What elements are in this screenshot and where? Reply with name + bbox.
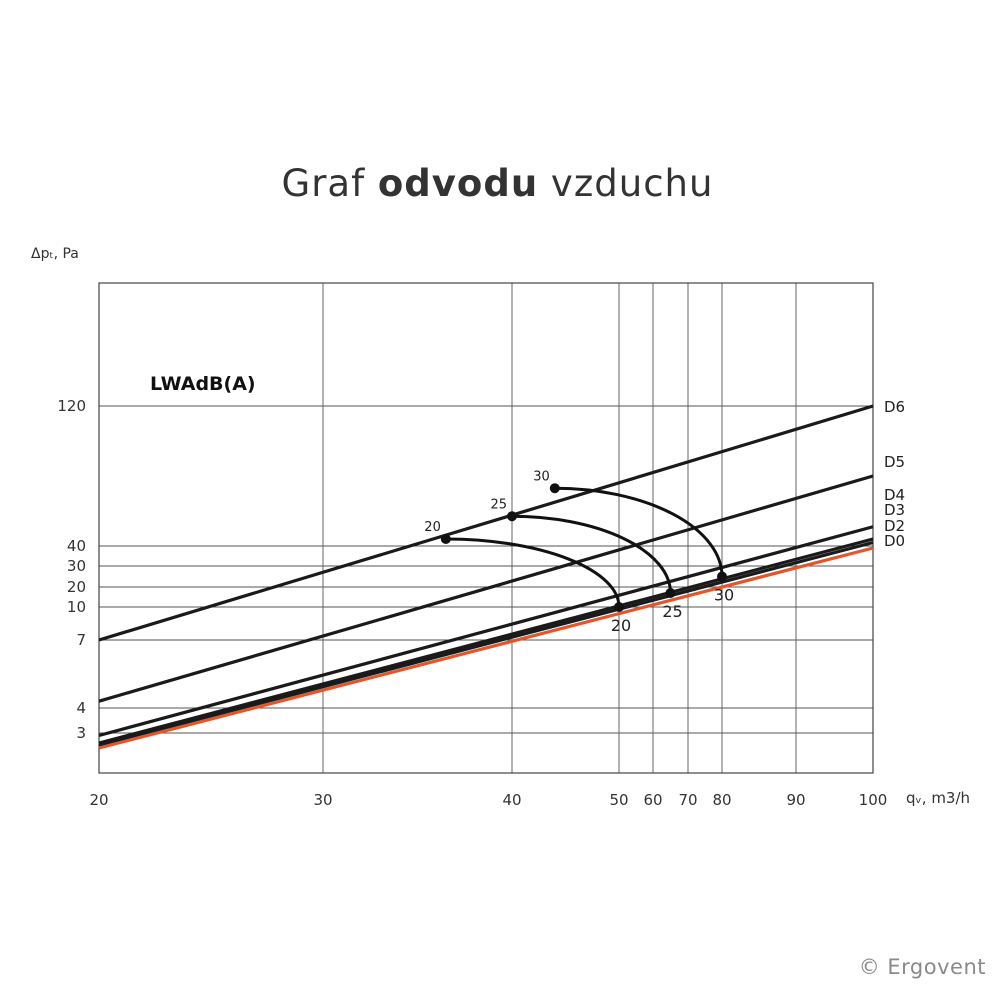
x-tick-label: 60: [643, 791, 662, 809]
copyright-text: © Ergovent: [858, 955, 986, 979]
series-label-d5: D5: [884, 453, 905, 471]
y-tick-label: 10: [67, 598, 86, 616]
series-line-d0: [98, 546, 874, 750]
series-label-d0: D0: [884, 532, 905, 550]
chart-title: Graf odvodu vzduchu: [281, 162, 714, 205]
series-line-d5: [98, 474, 874, 703]
series-line-d6: [98, 404, 874, 642]
series-label-d2: D2: [884, 517, 905, 535]
y-tick-label: 120: [57, 397, 86, 415]
y-tick-label: 7: [76, 631, 86, 649]
series-label-d3: D3: [884, 501, 905, 519]
series-line-d4: [98, 525, 874, 738]
plot-frame: [98, 282, 874, 774]
x-tick-label: 50: [609, 791, 628, 809]
noise-point-start: [549, 483, 560, 494]
noise-point-end: [665, 588, 676, 598]
noise-curve-20: [445, 537, 621, 608]
noise-point-end: [717, 571, 727, 582]
series-label-d6: D6: [884, 398, 905, 416]
y-tick-label: 20: [67, 578, 86, 596]
noise-label-end: 30: [714, 586, 734, 605]
noise-curves: 20 20 25 25 30 30: [424, 469, 734, 635]
grid: [99, 283, 873, 773]
noise-curve-30: [554, 486, 724, 577]
noise-label-start: 25: [490, 497, 507, 512]
x-tick-label: 40: [502, 791, 521, 809]
noise-point-start: [440, 534, 451, 544]
x-tick-label: 20: [89, 791, 108, 809]
y-tick-label: 30: [67, 557, 86, 575]
x-tick-label: 100: [859, 791, 888, 809]
y-tick-label: 40: [67, 537, 86, 555]
annotation-lwadb: LWAdB(A): [150, 373, 256, 395]
series-line-d3: [98, 537, 874, 745]
y-tick-label: 3: [76, 724, 86, 742]
x-tick-label: 70: [678, 791, 697, 809]
x-tick-label: 80: [712, 791, 731, 809]
tick-labels: 20 30 40 50 60 70 80 90 100 120 40 30 20 10 7 4 3: [57, 397, 887, 809]
noise-label-end: 20: [611, 616, 631, 635]
noise-label-end: 25: [662, 602, 682, 621]
series-label-d4: D4: [884, 486, 905, 504]
x-axis-label: qᵥ, m3/h: [906, 789, 971, 807]
x-tick-label: 30: [313, 791, 332, 809]
noise-point-end: [614, 602, 624, 612]
y-axis-label: Δpₜ, Pa: [31, 246, 79, 262]
noise-label-start: 30: [533, 469, 550, 484]
series-line-d2: [98, 540, 874, 748]
noise-point-start: [507, 511, 517, 522]
noise-curve-25: [511, 514, 672, 594]
y-tick-label: 4: [76, 699, 86, 717]
noise-label-start: 20: [424, 520, 441, 535]
x-tick-label: 90: [786, 791, 805, 809]
